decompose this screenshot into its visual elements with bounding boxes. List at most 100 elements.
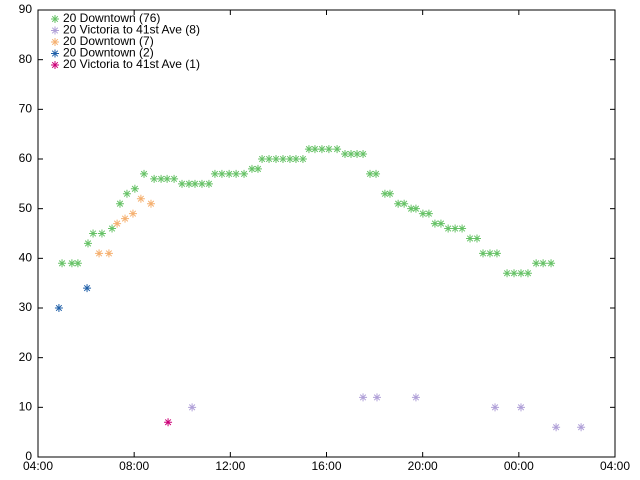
point: [95, 249, 104, 258]
point: [73, 259, 82, 268]
point: [247, 164, 256, 173]
point: [516, 269, 525, 278]
x-tick-label: 16:00: [311, 459, 341, 473]
point: [444, 224, 453, 233]
point: [304, 145, 313, 154]
point: [359, 150, 368, 159]
point: [394, 199, 403, 208]
point: [359, 393, 368, 402]
point: [485, 249, 494, 258]
point: [58, 259, 67, 268]
point: [577, 423, 586, 432]
x-tick-label: 12:00: [215, 459, 245, 473]
point: [411, 204, 420, 213]
point: [130, 184, 139, 193]
point: [503, 269, 512, 278]
point: [83, 284, 92, 293]
point: [204, 179, 213, 188]
legend-label: 20 Victoria to 41st Ave (1): [63, 57, 200, 71]
point: [108, 224, 117, 233]
point: [516, 403, 525, 412]
x-tick-label: 20:00: [408, 459, 438, 473]
point: [407, 204, 416, 213]
point: [136, 194, 145, 203]
point: [210, 169, 219, 178]
point: [197, 179, 206, 188]
point: [532, 259, 541, 268]
x-tick-label: 08:00: [119, 459, 149, 473]
point: [479, 249, 488, 258]
point: [372, 393, 381, 402]
point: [491, 403, 500, 412]
x-tick-label: 04:00: [600, 459, 630, 473]
point: [451, 224, 460, 233]
y-tick-label: 30: [19, 300, 33, 314]
point: [258, 155, 267, 163]
point: [291, 155, 300, 163]
point: [285, 155, 294, 163]
point: [458, 224, 467, 233]
point: [372, 169, 381, 178]
point: [89, 229, 98, 238]
point: [341, 150, 350, 159]
point: [84, 239, 93, 248]
point: [225, 169, 234, 178]
point: [184, 179, 193, 188]
legend-label: 20 Downtown (2): [63, 46, 154, 60]
point: [240, 169, 249, 178]
point: [411, 393, 420, 402]
point: [113, 219, 122, 228]
point: [157, 174, 166, 183]
point: [122, 189, 131, 198]
point: [278, 155, 287, 163]
point: [232, 169, 241, 178]
point: [400, 199, 409, 208]
point: [128, 209, 137, 218]
y-tick-label: 90: [19, 2, 33, 16]
point: [298, 155, 307, 163]
point: [424, 209, 433, 218]
point: [97, 229, 106, 238]
point: [333, 145, 342, 154]
point: [418, 209, 427, 218]
point: [539, 259, 548, 268]
point: [188, 403, 197, 412]
point: [54, 304, 63, 312]
point: [190, 179, 199, 188]
point: [121, 214, 130, 223]
y-tick-label: 60: [19, 151, 33, 165]
point: [310, 145, 319, 154]
plot-frame: [37, 9, 616, 458]
y-tick-label: 80: [19, 52, 33, 66]
point: [140, 169, 149, 178]
point: [492, 249, 501, 258]
x-tick-label: 04:00: [23, 459, 53, 473]
x-tick-label: 00:00: [504, 459, 534, 473]
point: [217, 169, 226, 178]
point: [104, 249, 113, 258]
point: [324, 145, 333, 154]
legend-marker: [51, 26, 59, 35]
point: [170, 174, 179, 183]
point: [523, 269, 532, 278]
point: [67, 259, 76, 268]
point: [178, 179, 187, 188]
legend-marker: [51, 38, 59, 46]
point: [115, 199, 124, 208]
legend-label: 20 Downtown (76): [63, 11, 160, 25]
legend-marker: [51, 15, 59, 23]
y-tick-label: 10: [19, 400, 33, 414]
y-tick-label: 70: [19, 102, 33, 116]
point: [265, 155, 274, 163]
point: [466, 234, 475, 243]
point: [436, 219, 445, 228]
point: [380, 189, 389, 198]
legend-marker: [51, 61, 59, 69]
point: [353, 150, 362, 159]
point: [146, 199, 155, 208]
point: [366, 169, 375, 178]
point: [385, 189, 394, 198]
y-tick-label: 20: [19, 350, 33, 364]
